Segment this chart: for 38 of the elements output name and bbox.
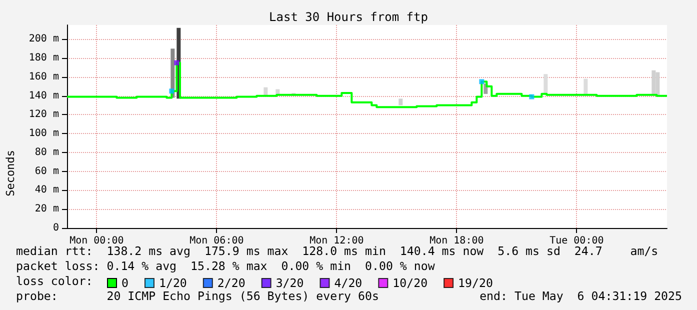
x-tick-label: Tue 00:00	[550, 236, 604, 246]
legend-label: 4/20	[334, 276, 362, 290]
text: probe: 20 ICMP Echo Pings (56 Bytes) every 60s	[16, 289, 379, 303]
legend-label: 10/20	[392, 276, 428, 290]
point	[169, 88, 174, 94]
legend-label: 2/20	[217, 276, 246, 290]
y-tick-label: 100 m	[28, 128, 59, 140]
text: packet loss: 0.14 % avg 15.28 % max 0.00 % min 0.00 % now	[16, 259, 435, 273]
x-tick-label: Mon 18:00	[430, 236, 484, 246]
legend-label: 3/20	[276, 276, 304, 290]
bar	[398, 98, 403, 106]
y-tick-label: 0	[52, 222, 59, 234]
bar	[584, 78, 588, 95]
point	[479, 79, 484, 84]
legend-label: 0	[122, 276, 128, 290]
y-tick-label: 60 m	[34, 166, 59, 177]
legend-title: loss color:	[16, 274, 93, 288]
y-tick-label: 180 m	[28, 52, 59, 64]
chart-title: Last 30 Hours from ftp	[269, 10, 428, 24]
y-tick-label: 80 m	[34, 146, 59, 158]
point	[174, 60, 180, 66]
legend-label: 19/20	[458, 276, 493, 290]
y-tick-label: 120 m	[28, 109, 59, 120]
y-tick-label: 160 m	[28, 71, 59, 82]
point	[529, 94, 534, 100]
y-tick-label: 20 m	[34, 204, 59, 215]
x-tick-label: Mon 00:00	[70, 236, 124, 246]
x-tick-label: Mon 06:00	[190, 236, 244, 246]
y-axis-title: Seconds	[4, 150, 17, 196]
bar	[652, 70, 656, 95]
x-tick-label: Mon 12:00	[310, 236, 364, 246]
y-tick-label: 40 m	[34, 184, 59, 196]
text: median rtt: 138.2 ms avg 175.9 ms max 128.0 ms min 140.4 ms now 5.6 ms sd 24.7 am/s	[16, 244, 658, 258]
legend-label: 1/20	[158, 276, 187, 290]
y-tick-label: 140 m	[28, 90, 59, 102]
bar	[656, 72, 660, 95]
y-tick-label: 200 m	[28, 34, 59, 45]
text: end: Tue May 6 04:31:19 2025	[480, 289, 682, 303]
